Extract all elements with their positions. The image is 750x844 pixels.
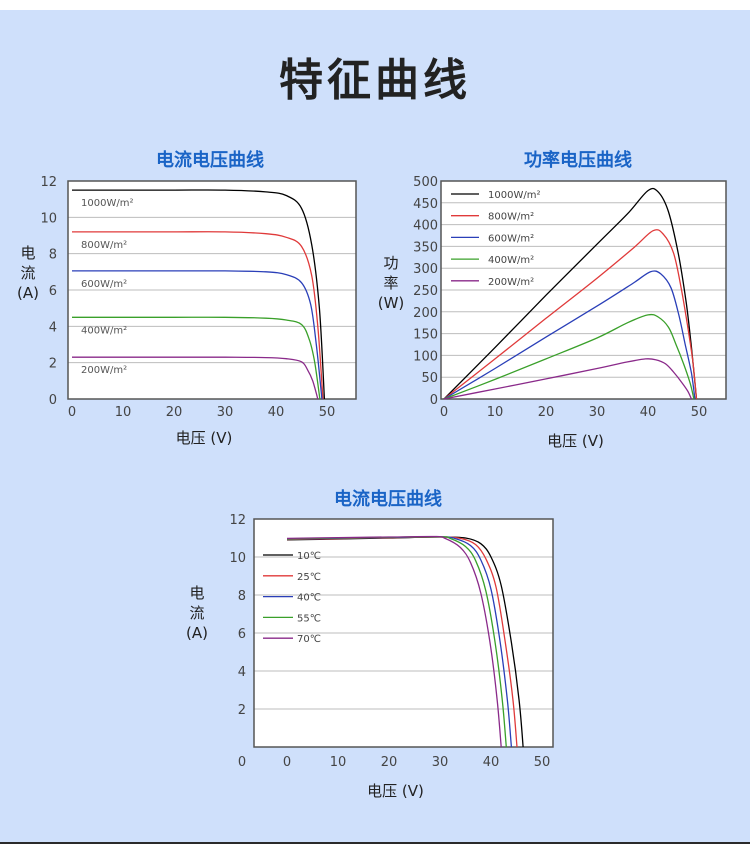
y-tick-label: 250 bbox=[413, 284, 438, 299]
y-tick-label: 50 bbox=[421, 371, 438, 386]
y-tick-label: 6 bbox=[49, 284, 57, 299]
legend-label: 1000W/m² bbox=[488, 190, 540, 201]
series-line-200W/m² bbox=[72, 356, 319, 400]
y-axis-label-part: 电 bbox=[20, 244, 35, 262]
y-axis-label-part: 电 bbox=[189, 584, 204, 602]
x-axis-label: 电压 (V) bbox=[367, 782, 424, 800]
y-tick-label: 2 bbox=[238, 703, 246, 718]
series-line-400W/m² bbox=[72, 316, 321, 400]
y-tick-label: 350 bbox=[413, 240, 438, 255]
y-tick-label: 300 bbox=[413, 262, 438, 277]
curve-label: 1000W/m² bbox=[81, 198, 133, 209]
x-tick-label: 20 bbox=[381, 755, 398, 770]
y-tick-label: 8 bbox=[238, 589, 246, 604]
x-tick-label: 0 bbox=[283, 755, 291, 770]
y-tick-label: 6 bbox=[238, 627, 246, 642]
y-tick-label: 10 bbox=[229, 551, 246, 566]
curve-label: 200W/m² bbox=[81, 365, 127, 376]
x-tick-label: 30 bbox=[589, 405, 606, 420]
series-line-200W/m² bbox=[443, 358, 692, 400]
y-axis-label-part: 流 bbox=[20, 264, 35, 282]
y-tick-label: 150 bbox=[413, 328, 438, 343]
series-line-800W/m² bbox=[71, 231, 324, 400]
series-line-70℃ bbox=[286, 535, 502, 748]
plot-frame bbox=[253, 518, 554, 748]
legend-label: 25℃ bbox=[297, 572, 321, 583]
page-title: 特征曲线 bbox=[279, 55, 471, 106]
legend-label: 70℃ bbox=[297, 634, 321, 645]
curve-label: 600W/m² bbox=[81, 279, 127, 290]
chart-3: 2 4 6 8 10 12 0 10 20 30 40 50 0 电压 (V) 电流 (A) 10℃ 25℃ 40℃… bbox=[186, 513, 554, 800]
y-tick-label: 4 bbox=[49, 320, 57, 335]
y-axis-label-part: 率 bbox=[383, 274, 398, 292]
series-line-400W/m² bbox=[443, 313, 695, 400]
series-line-1000W/m² bbox=[443, 187, 698, 400]
y-tick-label: 200 bbox=[413, 306, 438, 321]
y-tick-label: 500 bbox=[413, 175, 438, 190]
x-tick-label: 0 bbox=[440, 405, 448, 420]
legend-label: 200W/m² bbox=[488, 277, 534, 288]
x-tick-label: 50 bbox=[691, 405, 708, 420]
y-tick-label: 12 bbox=[40, 175, 57, 190]
y-axis-label-part: (W) bbox=[378, 294, 405, 312]
x-tick-label: 40 bbox=[483, 755, 500, 770]
x-tick-label: 20 bbox=[166, 405, 183, 420]
plot-frame bbox=[440, 180, 727, 400]
plot-frame bbox=[67, 180, 357, 400]
y-tick-label: 0 bbox=[49, 393, 57, 408]
x-tick-label: 10 bbox=[330, 755, 347, 770]
y-tick-label: 10 bbox=[40, 211, 57, 226]
legend-label: 800W/m² bbox=[488, 212, 534, 223]
legend-label: 40℃ bbox=[297, 593, 321, 604]
y-tick-label: 0 bbox=[430, 393, 438, 408]
series-line-1000W/m² bbox=[72, 189, 326, 400]
x-tick-label: 10 bbox=[115, 405, 132, 420]
y-tick-label: 450 bbox=[413, 197, 438, 212]
legend-label: 55℃ bbox=[297, 613, 321, 624]
curve-label: 800W/m² bbox=[81, 240, 127, 251]
legend-label: 10℃ bbox=[297, 551, 321, 562]
x-axis-label: 电压 (V) bbox=[176, 429, 233, 447]
y-tick-label: 2 bbox=[49, 357, 57, 372]
top-border bbox=[0, 0, 750, 10]
curve-label: 400W/m² bbox=[81, 325, 127, 336]
y-axis-label-part: 功 bbox=[383, 254, 398, 272]
x-tick-label: 30 bbox=[217, 405, 234, 420]
x-tick-label: 50 bbox=[319, 405, 336, 420]
y-tick-label: 100 bbox=[413, 349, 438, 364]
x-tick-label: 20 bbox=[538, 405, 555, 420]
series-line-800W/m² bbox=[443, 229, 698, 400]
chart-1: 0 2 4 6 8 10 12 0 10 20 30 40 50 电压 (V) 电流 (A) 1000W/m² 8… bbox=[17, 175, 357, 447]
chart-2: 0 50 100 150 200 250 300 350 400 450 500 0 10 20 30 40 5… bbox=[378, 175, 727, 450]
y-tick-label: 12 bbox=[229, 513, 246, 528]
x-tick-label: 30 bbox=[432, 755, 449, 770]
legend-label: 400W/m² bbox=[488, 255, 534, 266]
y-axis-label: 电流 (A) bbox=[186, 584, 208, 642]
y-axis-label-part: (A) bbox=[186, 624, 208, 642]
x-axis-label: 电压 (V) bbox=[547, 432, 604, 450]
chart-1-title: 电流电压曲线 bbox=[156, 150, 264, 171]
y-axis-label: 功率 (W) bbox=[378, 254, 405, 312]
y-axis-label: 电流 (A) bbox=[17, 244, 39, 302]
y-axis-label-part: 流 bbox=[189, 604, 204, 622]
y-axis-label-part: (A) bbox=[17, 284, 39, 302]
x-tick-label: 50 bbox=[534, 755, 551, 770]
series-line-600W/m² bbox=[72, 270, 323, 400]
x-tick-label: 40 bbox=[640, 405, 657, 420]
chart-2-title: 功率电压曲线 bbox=[524, 150, 632, 171]
legend-label: 600W/m² bbox=[488, 233, 534, 244]
series-line-600W/m² bbox=[443, 270, 696, 400]
x-tick-label-origin: 0 bbox=[238, 755, 246, 770]
y-tick-label: 4 bbox=[238, 665, 246, 680]
y-tick-label: 8 bbox=[49, 248, 57, 263]
bottom-border bbox=[0, 842, 750, 844]
x-tick-label: 0 bbox=[68, 405, 76, 420]
x-tick-label: 10 bbox=[487, 405, 504, 420]
x-tick-label: 40 bbox=[268, 405, 285, 420]
chart-3-title: 电流电压曲线 bbox=[334, 489, 442, 510]
y-tick-label: 400 bbox=[413, 219, 438, 234]
